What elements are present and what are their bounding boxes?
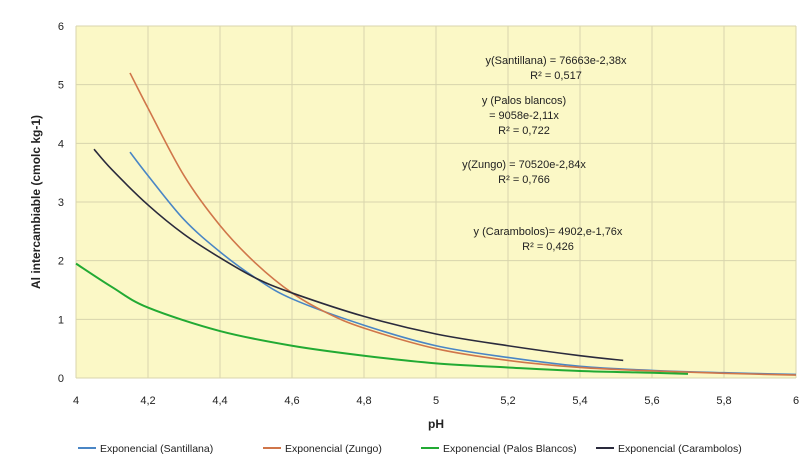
y-tick-label: 1 [58, 314, 64, 326]
x-tick-label: 4 [73, 395, 79, 407]
x-tick-label: 4,4 [212, 395, 227, 407]
equation-label: y(Zungo) = 70520e-2,84x [462, 159, 586, 171]
y-tick-label: 4 [58, 138, 64, 150]
legend-item-label: Exponencial (Palos Blancos) [443, 443, 577, 455]
x-tick-label: 5,4 [572, 395, 587, 407]
legend-item-label: Exponencial (Zungo) [285, 443, 382, 455]
gridlines [75, 25, 797, 379]
series-line-3 [75, 262, 689, 375]
equation-label: R² = 0,517 [530, 70, 582, 82]
y-tick-label: 5 [58, 80, 64, 92]
y-axis-title: Al intercambiable (cmolc kg-1) [29, 115, 43, 289]
x-tick-label: 4,6 [284, 395, 299, 407]
equation-annotations: y(Santillana) = 76663e-2,38x R² = 0,517 y … [462, 55, 627, 253]
equation-label: y (Palos blancos) [482, 95, 566, 107]
legend-item-label: Exponencial (Carambolos) [618, 443, 742, 455]
legend-item-label: Exponencial (Santillana) [100, 443, 213, 455]
y-tick-labels: 0 1 2 3 4 5 6 [58, 21, 64, 385]
equation-label: y(Santillana) = 76663e-2,38x [486, 55, 627, 67]
x-tick-label: 5,2 [500, 395, 515, 407]
x-tick-labels: 4 4,2 4,4 4,6 4,8 5 5,2 5,4 5,6 5,8 6 [73, 395, 799, 407]
equation-label: R² = 0,426 [522, 241, 574, 253]
x-tick-label: 6 [793, 395, 799, 407]
x-tick-label: 5 [433, 395, 439, 407]
x-axis-title: pH [428, 417, 444, 431]
y-tick-label: 2 [58, 256, 64, 268]
series-line-4 [93, 148, 624, 362]
legend: Exponencial (Santillana) Exponencial (Zun… [78, 443, 742, 455]
equation-label: = 9058e-2,11x [489, 110, 559, 122]
equation-label: R² = 0,766 [498, 174, 550, 186]
equation-label: R² = 0,722 [498, 125, 550, 137]
x-tick-label: 5,6 [644, 395, 659, 407]
x-tick-label: 5,8 [716, 395, 731, 407]
y-tick-label: 6 [58, 21, 64, 33]
series-line-2 [129, 72, 797, 376]
y-tick-label: 0 [58, 373, 64, 385]
series-lines [75, 72, 797, 376]
y-tick-label: 3 [58, 197, 64, 209]
x-tick-label: 4,2 [140, 395, 155, 407]
x-tick-label: 4,8 [356, 395, 371, 407]
equation-label: y (Carambolos)= 4902,e-1,76x [474, 226, 623, 238]
